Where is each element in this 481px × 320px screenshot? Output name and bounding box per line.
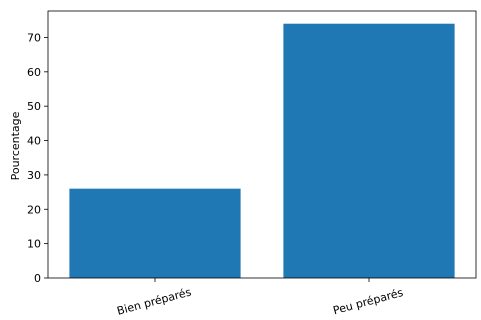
y-tick-label: 20 [27, 203, 41, 216]
y-tick-label: 60 [27, 66, 41, 79]
axes-group [47, 10, 477, 279]
x-tick-label: Bien préparés [116, 285, 193, 317]
y-tick-label: 0 [34, 272, 41, 285]
y-tick-label: 50 [27, 100, 41, 113]
bar-2 [283, 23, 455, 279]
y-tick-label: 10 [27, 238, 41, 251]
y-ticks-group: 0 10 20 30 40 50 60 70 [27, 31, 48, 285]
y-tick-label: 30 [27, 169, 41, 182]
x-ticks-group: Bien préparés Peu préparés [116, 278, 405, 318]
y-tick-label: 70 [27, 31, 41, 44]
y-tick-label: 40 [27, 135, 41, 148]
plot-frame [47, 10, 477, 279]
bar-1 [69, 188, 241, 278]
y-axis-label: Pourcentage [9, 111, 22, 180]
x-tick-label: Peu préparés [332, 286, 405, 317]
bars-group [69, 23, 455, 279]
